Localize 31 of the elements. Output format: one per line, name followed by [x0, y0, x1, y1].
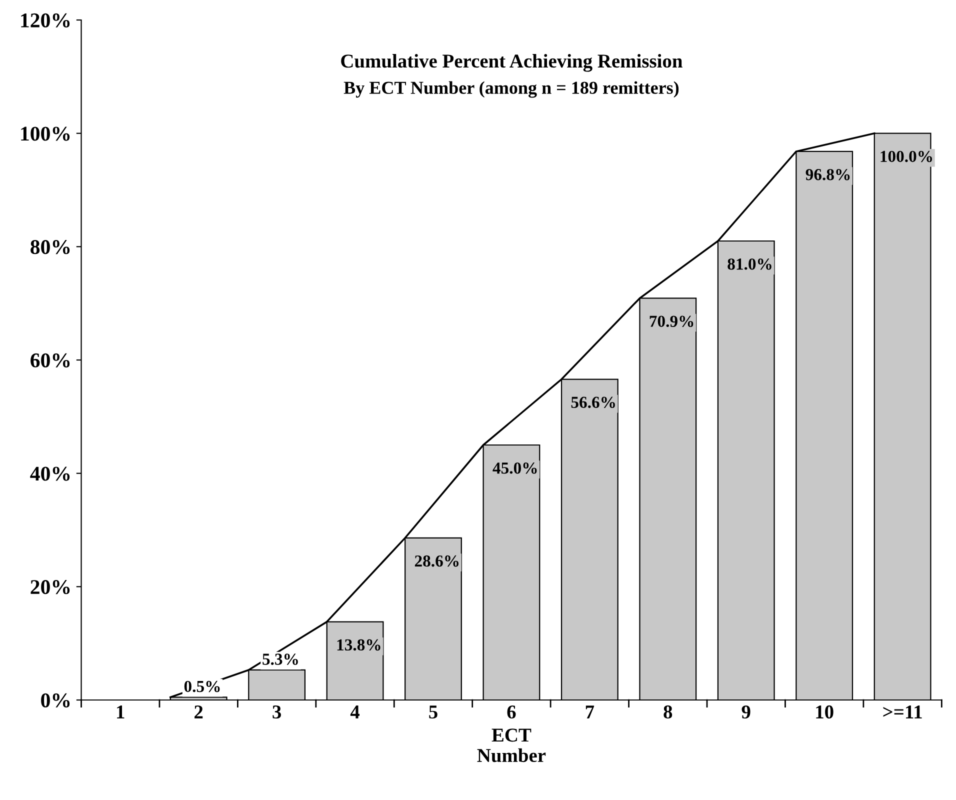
data-label: 45.0% — [492, 462, 537, 474]
data-label: 70.9% — [650, 316, 694, 328]
data-label: 96.8% — [806, 168, 850, 180]
y-tick-label: 60% — [30, 353, 70, 368]
data-label: 81.0% — [728, 258, 772, 270]
y-tick-label: 20% — [30, 580, 70, 594]
x-tick-label: 9 — [742, 705, 750, 719]
data-label: 0.5% — [184, 680, 220, 692]
x-tick-label: 7 — [586, 706, 594, 718]
data-label: 100.0% — [880, 150, 932, 162]
x-tick-label: 1 — [117, 706, 124, 718]
data-label: 13.8% — [337, 639, 380, 651]
data-label: 56.6% — [571, 396, 615, 408]
x-tick-label: 5 — [429, 706, 438, 719]
data-label: 5.3% — [262, 654, 298, 665]
text: Cumulative Percent Achieving Remission — [341, 54, 682, 72]
y-tick-label: 100% — [21, 126, 70, 141]
x-tick-label: 4 — [350, 706, 360, 718]
x-tick-label: 10 — [816, 705, 834, 719]
y-tick-label: 80% — [30, 240, 70, 254]
x-tick-label: 3 — [272, 705, 281, 719]
data-label: 28.6% — [414, 555, 459, 567]
text: By ECT Number (among n = 189 remitters) — [344, 81, 679, 98]
x-tick-label: 2 — [194, 705, 203, 718]
y-tick-label: 40% — [30, 466, 70, 481]
x-tick-label: 6 — [507, 705, 516, 719]
x-axis-title: ECT Number — [477, 728, 546, 762]
y-tick-label: 120% — [21, 13, 70, 28]
x-tick-label: >=11 — [883, 706, 922, 718]
x-tick-label: 8 — [664, 705, 672, 719]
y-tick-label: 0% — [41, 693, 70, 708]
